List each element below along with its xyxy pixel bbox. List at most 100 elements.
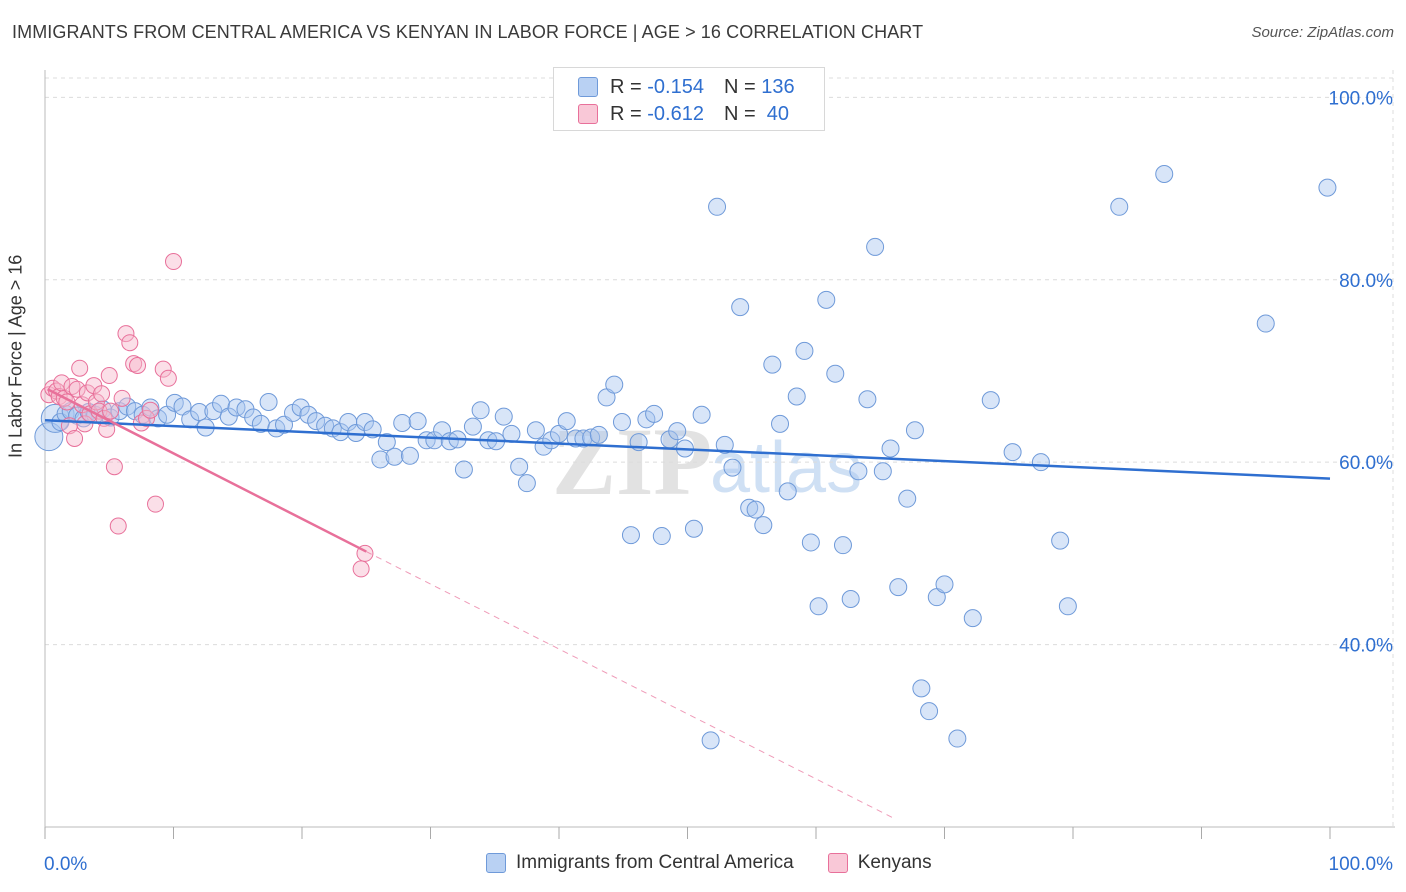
point-immigrants xyxy=(589,425,608,444)
point-immigrants xyxy=(754,516,773,535)
point-immigrants xyxy=(1318,178,1337,197)
point-kenyans xyxy=(93,385,111,403)
point-kenyans xyxy=(159,369,177,387)
point-immigrants xyxy=(307,412,326,431)
point-immigrants xyxy=(905,421,924,440)
point-immigrants xyxy=(692,405,711,424)
trend-lines xyxy=(44,388,1331,819)
trend-kenyans xyxy=(47,388,367,553)
point-immigrants xyxy=(291,398,310,417)
point-immigrants xyxy=(912,679,931,698)
point-immigrants xyxy=(425,431,444,450)
point-kenyans xyxy=(98,420,116,438)
legend-r-value-pink: -0.612 xyxy=(647,102,704,125)
point-immigrants xyxy=(841,589,860,608)
point-immigrants xyxy=(1051,531,1070,550)
point-kenyans xyxy=(121,334,139,352)
point-immigrants xyxy=(377,433,396,452)
point-immigrants xyxy=(454,460,473,479)
point-immigrants xyxy=(417,431,436,450)
point-kenyans xyxy=(71,359,89,377)
series-legend: Immigrants from Central America Kenyans xyxy=(486,852,932,874)
point-kenyans xyxy=(66,429,84,447)
legend-n-value-blue: 136 xyxy=(761,75,795,98)
legend-swatch-pink xyxy=(578,104,598,124)
point-immigrants xyxy=(299,405,318,424)
point-immigrants xyxy=(227,398,246,417)
legend-label-immigrants: Immigrants from Central America xyxy=(516,852,794,873)
point-immigrants xyxy=(817,290,836,309)
point-immigrants xyxy=(771,414,790,433)
y-axis-label: In Labor Force | Age > 16 xyxy=(6,255,27,458)
y-tick-label: 40.0% xyxy=(1339,636,1393,657)
point-immigrants xyxy=(920,702,939,721)
point-immigrants xyxy=(190,403,209,422)
point-immigrants xyxy=(809,597,828,616)
point-immigrants xyxy=(778,482,797,501)
legend-swatch-blue xyxy=(578,77,598,97)
point-immigrants xyxy=(494,407,513,426)
legend-r-label: R = xyxy=(610,75,642,98)
point-immigrants xyxy=(517,474,536,493)
point-immigrants xyxy=(701,731,720,750)
point-kenyans xyxy=(105,458,123,476)
point-immigrants xyxy=(1058,597,1077,616)
point-kenyans xyxy=(63,377,81,395)
point-immigrants xyxy=(393,413,412,432)
y-tick-label: 100.0% xyxy=(1329,88,1394,109)
legend-r-label: R = xyxy=(610,102,642,125)
legend-r-value-blue: -0.154 xyxy=(647,75,704,98)
point-immigrants xyxy=(440,432,459,451)
point-kenyans xyxy=(102,402,120,420)
point-immigrants xyxy=(652,527,671,546)
point-kenyans xyxy=(132,414,150,432)
point-kenyans xyxy=(138,409,156,427)
point-immigrants xyxy=(723,458,742,477)
point-immigrants xyxy=(889,578,908,597)
point-immigrants xyxy=(385,447,404,466)
x-tick-label-max: 100.0% xyxy=(1329,854,1394,875)
legend-n-label: N = xyxy=(723,102,756,125)
legend-n-value-pink: 40 xyxy=(766,102,790,125)
point-immigrants xyxy=(1155,164,1174,183)
point-immigrants xyxy=(355,413,374,432)
point-immigrants xyxy=(740,498,759,517)
trend-immigrants xyxy=(44,418,1331,480)
point-immigrants xyxy=(684,519,703,538)
point-immigrants xyxy=(731,298,750,317)
legend-swatch-immigrants xyxy=(486,853,506,873)
point-immigrants xyxy=(963,609,982,628)
point-kenyans xyxy=(165,253,182,271)
legend-n-label: N = xyxy=(723,75,756,98)
point-kenyans xyxy=(100,367,118,385)
y-axis-label-text: In Labor Force | Age > 16 xyxy=(5,254,26,458)
point-immigrants xyxy=(787,387,806,406)
point-immigrants xyxy=(363,420,382,439)
point-kenyans xyxy=(109,517,127,535)
point-immigrants xyxy=(866,237,885,256)
point-immigrants xyxy=(668,422,687,441)
point-immigrants xyxy=(898,489,917,508)
axes xyxy=(44,70,1395,839)
point-kenyans xyxy=(68,380,86,398)
point-immigrants xyxy=(526,421,545,440)
point-kenyans xyxy=(352,560,370,578)
point-immigrants xyxy=(746,500,765,519)
watermark-zip: ZIP xyxy=(552,408,712,515)
point-immigrants xyxy=(981,391,1000,410)
point-immigrants xyxy=(219,407,238,426)
point-immigrants xyxy=(763,355,782,374)
point-immigrants xyxy=(502,424,521,443)
point-kenyans xyxy=(78,384,96,402)
point-kenyans xyxy=(113,389,131,407)
point-immigrants xyxy=(795,341,814,360)
legend-swatch-kenyans xyxy=(827,853,848,873)
point-immigrants xyxy=(259,392,278,411)
point-immigrants xyxy=(1256,314,1275,333)
point-immigrants xyxy=(826,364,845,383)
watermark: ZIP atlas xyxy=(552,408,862,515)
point-kenyans xyxy=(147,495,165,513)
tick-labels: 100.0% 80.0% 60.0% 40.0% 0.0% 100.0% xyxy=(44,88,1393,875)
point-kenyans xyxy=(154,360,172,378)
